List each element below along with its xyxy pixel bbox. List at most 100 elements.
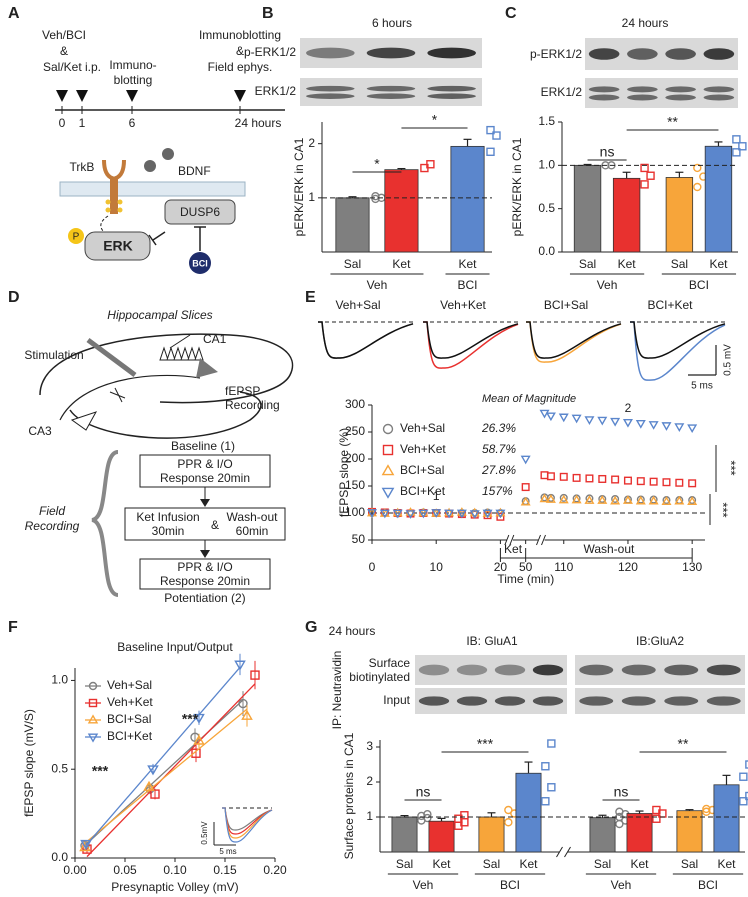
- legend-label: BCI+Sal: [400, 463, 444, 477]
- phospho: [68, 228, 84, 244]
- y-tick-label: 0.5: [51, 761, 68, 775]
- x-tick-label: Sal: [671, 257, 688, 271]
- legend-marker: [382, 423, 394, 435]
- data-point: [392, 509, 403, 519]
- axis-break: [509, 534, 515, 546]
- legend-marker: [382, 444, 394, 456]
- x-tick-label: 0.00: [63, 863, 87, 877]
- phosphatase-label: DUSP6: [180, 205, 220, 219]
- panel-label: C: [505, 5, 517, 22]
- data-point: [504, 818, 513, 827]
- panel-label: G: [305, 619, 317, 636]
- trace-label: BCI+Sal: [544, 298, 588, 312]
- blot-band: [427, 93, 476, 99]
- data-point: [636, 477, 645, 486]
- x-tick-label: 0.10: [163, 863, 187, 877]
- blot-side-label: IP: Neutravidin: [330, 651, 344, 730]
- x-tick-label: 50: [519, 560, 533, 574]
- x-tick-label: 0.20: [263, 863, 287, 877]
- data-point: [379, 509, 390, 519]
- trace: [526, 321, 622, 359]
- data-point: [469, 507, 480, 517]
- receptor-site: [105, 207, 111, 213]
- slice-outline: [39, 333, 294, 404]
- data-point: [80, 839, 92, 850]
- y-axis-label: Surface proteins in CA1: [342, 732, 356, 859]
- x-tick-label: Ket: [618, 257, 637, 271]
- dendrites: [169, 334, 191, 349]
- data-point: [610, 495, 621, 505]
- axon-cut: [109, 387, 126, 403]
- data-point: [193, 734, 205, 745]
- blot-header: IB:GluA2: [636, 634, 684, 648]
- kinase: [84, 231, 151, 261]
- region-label: CA3: [28, 424, 52, 438]
- significance-label: ***: [716, 502, 731, 517]
- data-point: [558, 494, 569, 504]
- axis-break: [541, 534, 546, 546]
- data-point: [652, 814, 661, 823]
- significance-label: ns: [600, 144, 615, 160]
- x-tick-label: Ket: [459, 257, 478, 271]
- y-axis-label: pERK/ERK in CA1: [292, 137, 306, 236]
- y-axis-label: fEPSP slope (%): [337, 428, 351, 517]
- blot-band: [579, 696, 614, 706]
- bar: [676, 810, 703, 853]
- blot-band: [306, 85, 355, 92]
- data-point: [635, 420, 646, 429]
- trace-label: BCI+Ket: [647, 298, 693, 312]
- x-tick-label: Ket: [709, 257, 728, 271]
- data-point: [738, 142, 747, 151]
- panel-label: B: [262, 5, 274, 22]
- y-axis-label: pERK/ERK in CA1: [510, 137, 524, 236]
- group-label: BCI: [698, 878, 718, 892]
- data-point: [687, 424, 698, 434]
- bar: [391, 816, 418, 853]
- bar: [478, 816, 505, 853]
- stimulation-electrode: [86, 337, 137, 378]
- blot-row-label: ERK1/2: [541, 85, 583, 99]
- data-point: [238, 698, 248, 709]
- data-point: [622, 418, 633, 428]
- neuron: [173, 346, 183, 361]
- data-point: [250, 670, 260, 680]
- timeline-label: Sal/Ket i.p.: [43, 60, 101, 74]
- blot-band: [664, 664, 699, 676]
- data-point: [366, 509, 378, 518]
- data-point: [662, 478, 671, 487]
- slice-outline: [69, 391, 262, 439]
- y-tick-label: 1: [308, 190, 315, 204]
- axis-break: [504, 534, 510, 546]
- data-point: [486, 147, 495, 156]
- fit-line: [86, 683, 256, 858]
- blot-row-label: ERK1/2: [255, 84, 297, 98]
- bar: [589, 817, 616, 853]
- blot-row-label: biotinylated: [349, 670, 410, 684]
- blot-image: [585, 78, 738, 108]
- data-point: [193, 713, 205, 724]
- neuron: [194, 346, 204, 361]
- trace: [423, 321, 519, 369]
- data-point: [545, 412, 556, 422]
- data-point: [739, 772, 748, 781]
- x-tick-label: Ket: [519, 857, 538, 871]
- data-point: [611, 475, 620, 484]
- blot-band: [664, 696, 699, 706]
- timeline-label: Immunoblotting: [199, 28, 281, 42]
- brace-label: Recording: [25, 519, 80, 533]
- legend-marker: [88, 698, 98, 708]
- timepoint-arrow: [76, 90, 88, 102]
- data-point: [495, 509, 506, 519]
- protocol-text: Response 20min: [160, 574, 250, 588]
- blot-band: [706, 664, 741, 676]
- x-tick-label: Sal: [594, 857, 611, 871]
- y-tick-label: 100: [345, 505, 365, 519]
- bar: [612, 177, 641, 253]
- blot-band: [418, 696, 450, 706]
- trace: [318, 321, 414, 359]
- annotation: 1: [433, 489, 440, 503]
- x-tick-label: 0.15: [213, 863, 237, 877]
- significance-label: ns: [614, 784, 629, 800]
- blot-band: [621, 664, 656, 676]
- legend-label: BCI+Ket: [400, 484, 446, 498]
